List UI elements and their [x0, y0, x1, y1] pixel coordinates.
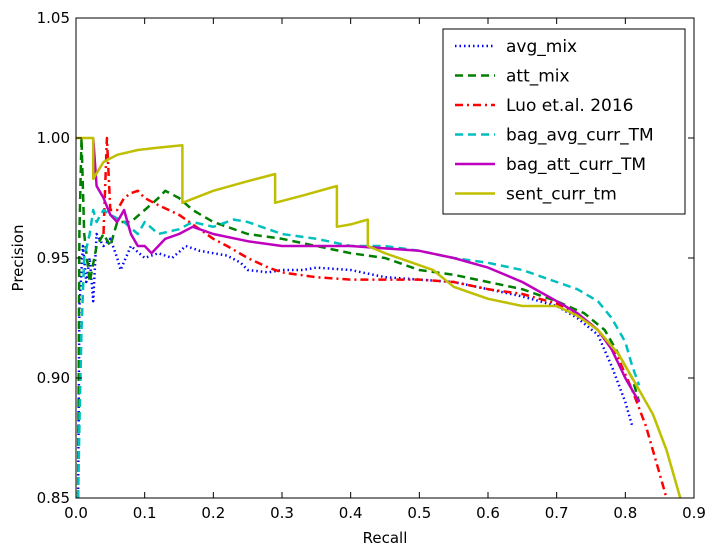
y-tick-label: 0.85: [37, 489, 70, 507]
legend-box: [442, 28, 686, 215]
series-line-bag-att-curr-tm: [91, 137, 641, 403]
legend-label-att-mix: att_mix: [506, 67, 570, 87]
x-tick-label: 0.1: [133, 504, 157, 522]
legend-label-bag-att-curr-tm: bag_att_curr_TM: [506, 155, 646, 175]
x-tick-label: 0.8: [613, 504, 637, 522]
legend-label-luo-et-al-2016: Luo et.al. 2016: [506, 96, 634, 116]
x-tick-label: 0.4: [339, 504, 363, 522]
series-line-avg-mix: [76, 232, 634, 498]
x-tick-label: 0.3: [270, 504, 294, 522]
x-tick-label: 0.2: [201, 504, 225, 522]
legend: avg_mix att_mix Luo et.al. 2016 bag_avg_cur…: [442, 28, 686, 215]
series-line-sent-curr-tm: [76, 136, 682, 498]
y-tick-label: 1.05: [37, 9, 70, 27]
ticks-group: 0.0 0.1 0.2 0.3 0.4 0.5 0.6 0.7 0.8 0.9 0.85 0.90 0.…: [37, 9, 706, 522]
legend-label-sent-curr-tm: sent_curr_tm: [506, 185, 617, 205]
y-tick-label: 1.00: [37, 129, 70, 147]
x-tick-label: 0.6: [476, 504, 500, 522]
legend-label-bag-avg-curr-tm: bag_avg_curr_TM: [506, 126, 654, 146]
y-tick-label: 0.95: [37, 249, 70, 267]
x-tick-label: 0.9: [682, 504, 706, 522]
series-line-bag-avg-curr-tm: [76, 208, 641, 498]
y-tick-label: 0.90: [37, 369, 70, 387]
x-axis-label: Recall: [363, 529, 408, 547]
legend-label-avg-mix: avg_mix: [506, 37, 577, 57]
series-group: [76, 136, 682, 498]
x-tick-label: 0.7: [545, 504, 569, 522]
y-axis-label: Precision: [9, 225, 27, 292]
x-tick-label: 0.0: [64, 504, 88, 522]
x-tick-label: 0.5: [407, 504, 431, 522]
